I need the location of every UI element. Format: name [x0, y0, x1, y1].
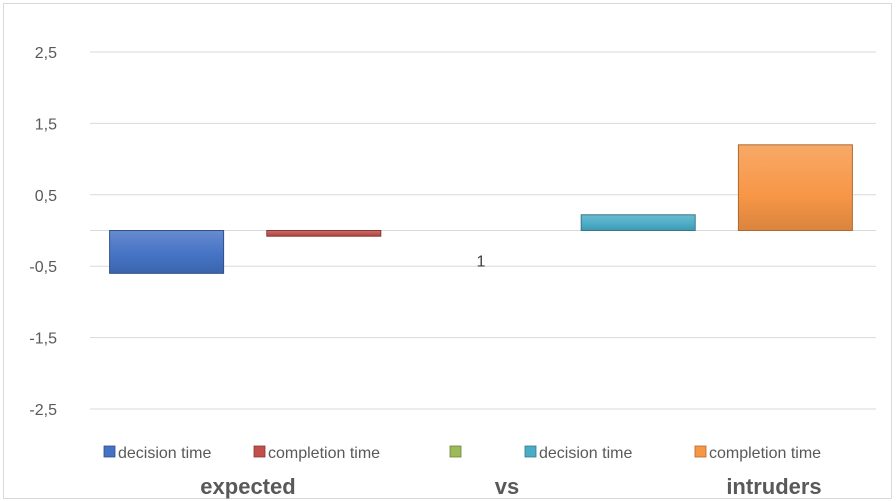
category-label: intruders	[726, 474, 821, 499]
legend-label: decision time	[118, 445, 211, 462]
legend-label: completion time	[709, 445, 821, 462]
bar-completion-time	[737, 144, 853, 232]
legend-label: completion time	[268, 445, 380, 462]
category-labels: expected vs intruders	[200, 474, 821, 499]
chart-frame	[3, 3, 892, 499]
legend-swatch	[103, 445, 116, 458]
y-tick-label: 0,5	[35, 188, 57, 205]
category-label: expected	[200, 474, 295, 499]
legend-swatch	[253, 445, 266, 458]
y-tick-label: -2,5	[29, 402, 57, 419]
data-label: 1	[477, 254, 486, 271]
bar-decision-time	[580, 214, 696, 232]
y-axis: 2,5 1,5 0,5 -0,5 -1,5 -2,5	[29, 45, 57, 419]
legend: decision time completion time decision tim…	[103, 445, 821, 462]
y-tick-label: -1,5	[29, 331, 57, 348]
y-tick-label: 2,5	[35, 45, 57, 62]
legend-swatch	[449, 445, 462, 458]
bar-completion-time	[266, 230, 382, 237]
y-tick-label: 1,5	[35, 116, 57, 133]
bar-decision-time	[109, 230, 225, 274]
category-label: vs	[495, 474, 519, 499]
bars	[109, 144, 853, 274]
legend-label: decision time	[539, 445, 632, 462]
legend-swatch	[524, 445, 537, 458]
legend-swatch	[694, 445, 707, 458]
data-labels: 1	[477, 254, 486, 271]
y-tick-label: -0,5	[29, 259, 57, 276]
